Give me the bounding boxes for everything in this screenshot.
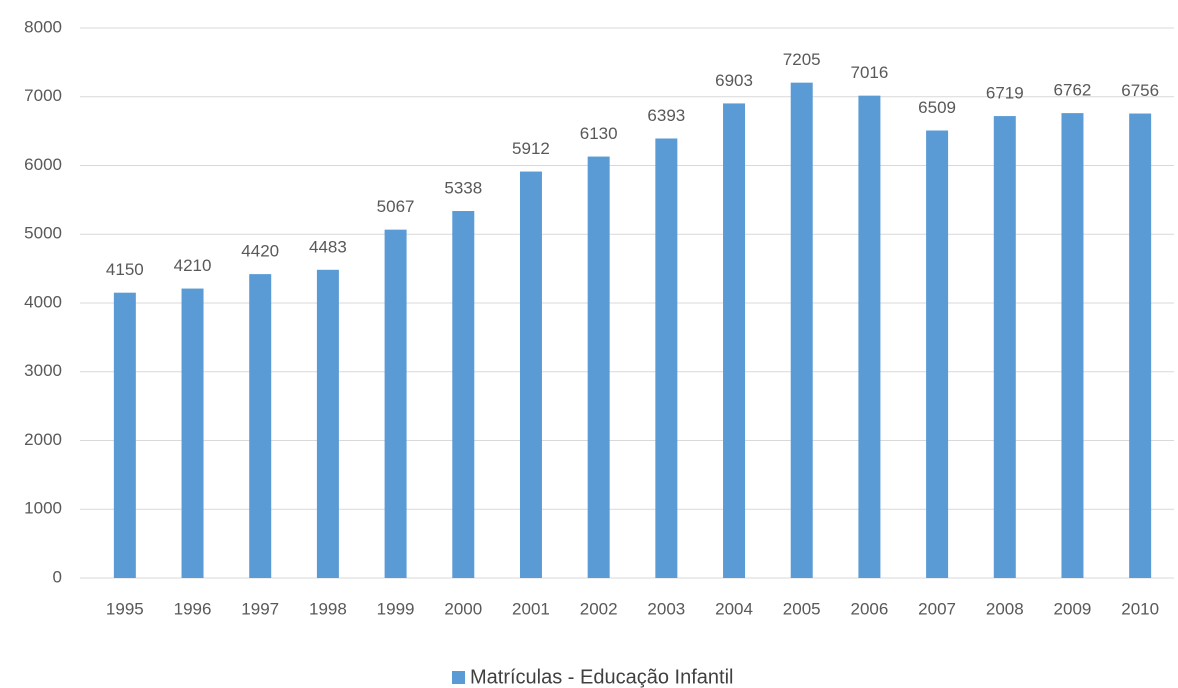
y-tick-label: 3000	[24, 361, 62, 380]
data-label: 4210	[174, 256, 212, 275]
x-tick-label: 1998	[309, 599, 347, 618]
y-tick-label: 0	[53, 567, 62, 586]
y-tick-label: 6000	[24, 155, 62, 174]
bar	[790, 82, 813, 578]
x-tick-label: 2004	[715, 599, 753, 618]
y-tick-label: 8000	[24, 17, 62, 36]
bar	[723, 103, 746, 578]
data-label: 6130	[580, 124, 618, 143]
x-tick-label: 2001	[512, 599, 550, 618]
bar	[1129, 113, 1152, 579]
x-tick-label: 2000	[444, 599, 482, 618]
y-tick-label: 4000	[24, 292, 62, 311]
bar	[993, 116, 1016, 578]
x-tick-label: 2010	[1121, 599, 1159, 618]
data-label: 6756	[1121, 81, 1159, 100]
x-tick-label: 1999	[377, 599, 415, 618]
bar	[587, 156, 610, 578]
legend-text: Matrículas - Educação Infantil	[470, 666, 733, 688]
bar	[926, 130, 949, 578]
data-label: 6903	[715, 71, 753, 90]
data-label: 5067	[377, 197, 415, 216]
x-tick-label: 1997	[241, 599, 279, 618]
x-tick-label: 1996	[174, 599, 212, 618]
y-tick-label: 1000	[24, 499, 62, 518]
data-label: 6719	[986, 84, 1024, 103]
data-label: 4483	[309, 237, 347, 256]
data-label: 7016	[850, 63, 888, 82]
data-label: 5338	[444, 178, 482, 197]
bar	[519, 171, 542, 579]
bar	[384, 229, 407, 579]
data-label: 5912	[512, 139, 550, 158]
bar	[1061, 113, 1084, 579]
data-label: 7205	[783, 50, 821, 69]
x-tick-label: 2003	[647, 599, 685, 618]
x-tick-label: 2006	[850, 599, 888, 618]
y-tick-label: 7000	[24, 86, 62, 105]
x-tick-label: 2009	[1054, 599, 1092, 618]
x-tick-label: 2008	[986, 599, 1024, 618]
x-tick-label: 1995	[106, 599, 144, 618]
y-tick-label: 2000	[24, 430, 62, 449]
bar	[316, 269, 339, 578]
data-label: 4150	[106, 260, 144, 279]
y-tick-label: 5000	[24, 224, 62, 243]
data-label: 6393	[647, 106, 685, 125]
bar	[181, 288, 204, 578]
bar	[249, 274, 272, 578]
x-tick-label: 2005	[783, 599, 821, 618]
bar	[113, 292, 136, 578]
bar	[655, 138, 678, 578]
bar	[452, 211, 475, 578]
bar	[858, 95, 881, 579]
legend-swatch	[452, 671, 465, 684]
data-label: 6509	[918, 98, 956, 117]
x-tick-label: 2007	[918, 599, 956, 618]
data-label: 6762	[1054, 81, 1092, 100]
data-label: 4420	[241, 242, 279, 261]
x-tick-label: 2002	[580, 599, 618, 618]
